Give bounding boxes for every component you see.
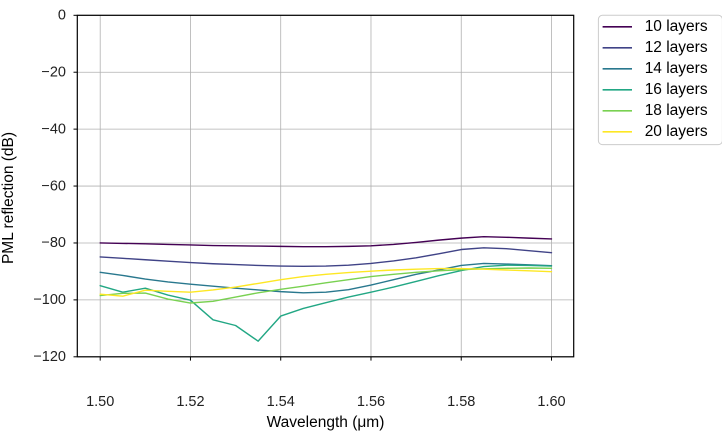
svg-text:0: 0 [58, 8, 66, 24]
svg-text:Wavelength (μm): Wavelength (μm) [267, 414, 385, 431]
svg-text:1.50: 1.50 [86, 394, 114, 410]
svg-text:1.60: 1.60 [537, 394, 565, 410]
svg-text:1.56: 1.56 [357, 394, 385, 410]
svg-text:18 layers: 18 layers [645, 102, 708, 119]
svg-text:20 layers: 20 layers [645, 123, 708, 140]
svg-text:PML reflection (dB): PML reflection (dB) [0, 132, 17, 264]
svg-text:1.54: 1.54 [267, 394, 295, 410]
svg-text:−100: −100 [33, 292, 66, 308]
svg-text:−60: −60 [41, 178, 66, 194]
svg-text:−120: −120 [33, 349, 66, 365]
svg-text:−40: −40 [41, 121, 66, 137]
svg-text:16 layers: 16 layers [645, 81, 708, 98]
svg-text:−20: −20 [41, 64, 66, 80]
svg-text:10 layers: 10 layers [645, 18, 708, 35]
svg-text:−80: −80 [41, 235, 66, 251]
svg-text:1.52: 1.52 [176, 394, 204, 410]
svg-text:12 layers: 12 layers [645, 39, 708, 56]
svg-text:1.58: 1.58 [447, 394, 475, 410]
svg-text:14 layers: 14 layers [645, 60, 708, 77]
